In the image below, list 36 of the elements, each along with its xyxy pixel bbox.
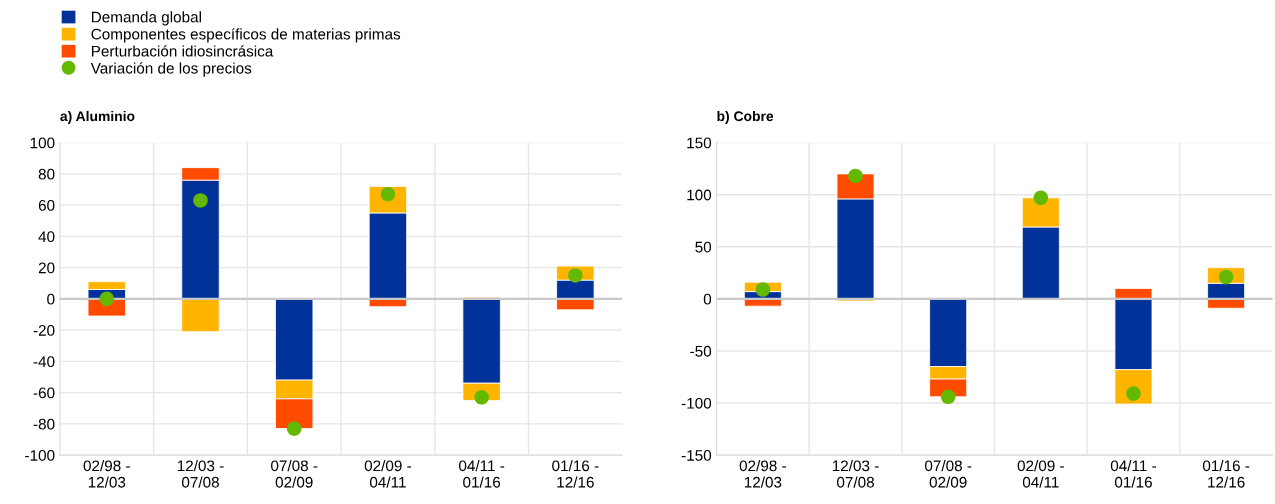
x-tick-label: 02/98 - 12/03 (739, 459, 786, 488)
y-tick-label: -60 (33, 387, 55, 399)
x-tick-label: 04/11 - 01/16 (459, 459, 505, 488)
y-tick-label: 60 (38, 200, 55, 211)
y-tick-label: -80 (33, 418, 55, 430)
y-tick-label: -100 (25, 449, 55, 461)
x-tick-label: 02/09 - 04/11 (1017, 459, 1064, 488)
y-tick-label: 20 (38, 262, 55, 274)
y-tick-label: 100 (687, 189, 712, 201)
y-tick-label: 0 (47, 293, 55, 305)
x-tick-label: 02/98 - 12/03 (83, 459, 130, 488)
legend-label: Componentes específicos de materias primas (91, 28, 401, 43)
legend-label: Perturbación idiosincrásica (91, 45, 274, 57)
y-tick-label: 150 (687, 137, 712, 149)
y-tick-label: -100 (681, 397, 712, 409)
y-tick-label: 0 (703, 293, 712, 305)
x-tick-label: 07/08 - 02/09 (924, 459, 972, 488)
x-tick-label: 12/03 - 07/08 (177, 459, 224, 488)
x-tick-label: 01/16 - 12/16 (1202, 459, 1250, 488)
y-tick-label: 100 (30, 137, 55, 149)
x-tick-label: 07/08 - 02/09 (271, 459, 318, 488)
y-tick-label: 50 (695, 241, 712, 253)
legend-label: Demanda global (91, 11, 201, 26)
y-tick-label: -40 (33, 356, 55, 368)
y-tick-label: 40 (38, 231, 55, 243)
y-tick-label: -20 (33, 324, 55, 336)
x-tick-label: 12/03 - 07/08 (832, 459, 879, 488)
x-tick-label: 01/16 - 12/16 (552, 459, 599, 488)
y-tick-label: 80 (38, 168, 55, 180)
legend-label: Variación de los precios (90, 62, 252, 77)
chart-title: a) Aluminio (60, 110, 135, 124)
x-tick-label: 04/11 - 01/16 (1110, 459, 1157, 488)
y-tick-label: -50 (690, 345, 712, 357)
chart-title: b) Cobre (717, 110, 774, 124)
y-tick-label: -150 (681, 449, 712, 461)
x-tick-label: 02/09 - 04/11 (364, 459, 412, 488)
